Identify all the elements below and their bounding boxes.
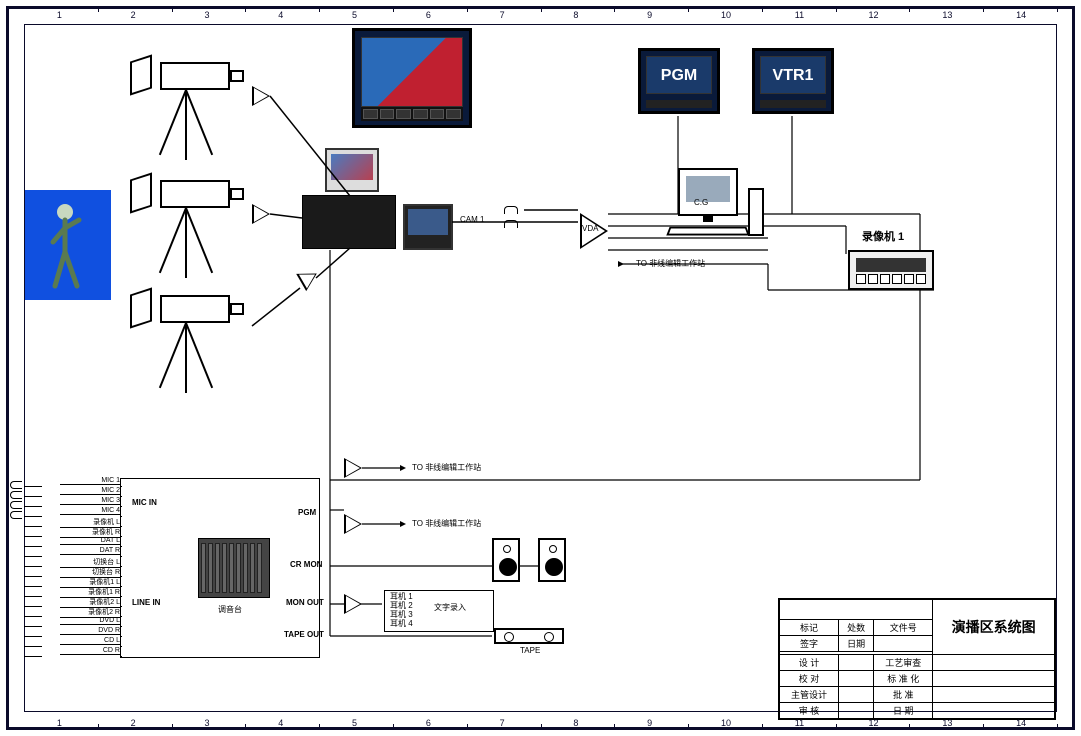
speaker-r: [538, 538, 566, 582]
ruler-top-10: 10: [721, 10, 731, 20]
switcher-rack: [302, 195, 396, 249]
ruler-bot-14: 14: [1016, 718, 1026, 728]
connector-1: [504, 206, 518, 214]
ruler-bot-11: 11: [795, 718, 804, 728]
ruler-top-6: 6: [426, 10, 431, 20]
title-block: 演播区系统图 标记处数文件号 签字日期 设 计工艺审查 校 对标 准 化 主管设…: [778, 598, 1056, 720]
ruler-top-12: 12: [869, 10, 879, 20]
cg-label: C.G: [694, 198, 708, 207]
person-icon: [25, 190, 111, 300]
tapeout-label: TAPE OUT: [284, 630, 324, 639]
ruler-bot-5: 5: [352, 718, 357, 728]
ruler-bot-3: 3: [204, 718, 209, 728]
ruler-bot-9: 9: [647, 718, 652, 728]
ruler-bot-13: 13: [942, 718, 952, 728]
speaker-l: [492, 538, 520, 582]
ruler-top-4: 4: [278, 10, 283, 20]
mixer-label: 调音台: [218, 604, 242, 615]
line-in-label: LINE IN: [132, 598, 160, 607]
ruler-top-13: 13: [942, 10, 952, 20]
ruler-bot-8: 8: [573, 718, 578, 728]
vtr1-label: VTR1: [755, 67, 831, 85]
amp-pgm2: [344, 514, 362, 534]
cam1-label: CAM 1: [460, 215, 484, 224]
ruler-bot-10: 10: [721, 718, 731, 728]
ruler-top-1: 1: [57, 10, 62, 20]
ruler-bot-6: 6: [426, 718, 431, 728]
ruler-top-5: 5: [352, 10, 357, 20]
amp-cam1: [252, 86, 270, 106]
headphone-list: 耳机 1 耳机 2 耳机 3 耳机 4: [390, 592, 413, 628]
ruler-top-2: 2: [131, 10, 136, 20]
tape-label: TAPE: [520, 646, 540, 655]
pgm-out-label: PGM: [298, 508, 316, 517]
bluescreen-bg: [25, 190, 111, 300]
to-nle3-label: TO 非线编辑工作站: [412, 518, 481, 529]
mixer-console: [198, 538, 270, 598]
mic-in-label: MIC IN: [132, 498, 157, 507]
ruler-bot-12: 12: [869, 718, 879, 728]
text-rec-label: 文字录入: [434, 602, 466, 613]
ruler-bot-7: 7: [500, 718, 505, 728]
crmon-label: CR MON: [290, 560, 322, 569]
tape-deck: [494, 628, 564, 644]
amp-pgm1: [344, 458, 362, 478]
amp-mon: [344, 594, 362, 614]
ruler-top-14: 14: [1016, 10, 1026, 20]
vtr-deck: [848, 250, 934, 290]
pgm-monitor: PGM: [638, 48, 720, 114]
to-nle2-label: TO 非线编辑工作站: [412, 462, 481, 473]
ruler-top-8: 8: [573, 10, 578, 20]
vda-label: VDA: [582, 224, 598, 233]
recorder-label: 录像机 1: [862, 228, 904, 244]
connector-2: [504, 220, 518, 228]
monout-label: MON OUT: [286, 598, 324, 607]
ruler-bot-4: 4: [278, 718, 283, 728]
vtr1-monitor: VTR1: [752, 48, 834, 114]
title-text: 演播区系统图: [933, 600, 1055, 655]
ruler-bot-1: 1: [57, 718, 62, 728]
pgm-label: PGM: [641, 67, 717, 85]
ruler-top-9: 9: [647, 10, 652, 20]
mixer-input-17: CD R: [44, 648, 120, 658]
amp-cam2: [252, 204, 270, 224]
ruler-top-11: 11: [795, 10, 804, 20]
diagram-stage: PGM VTR1 CAM 1: [0, 0, 1081, 736]
studio-monitor: [352, 28, 472, 128]
ruler-top-3: 3: [204, 10, 209, 20]
ruler-bot-2: 2: [131, 718, 136, 728]
to-nle-label: TO 非线编辑工作站: [636, 258, 705, 269]
ruler-top-7: 7: [500, 10, 505, 20]
